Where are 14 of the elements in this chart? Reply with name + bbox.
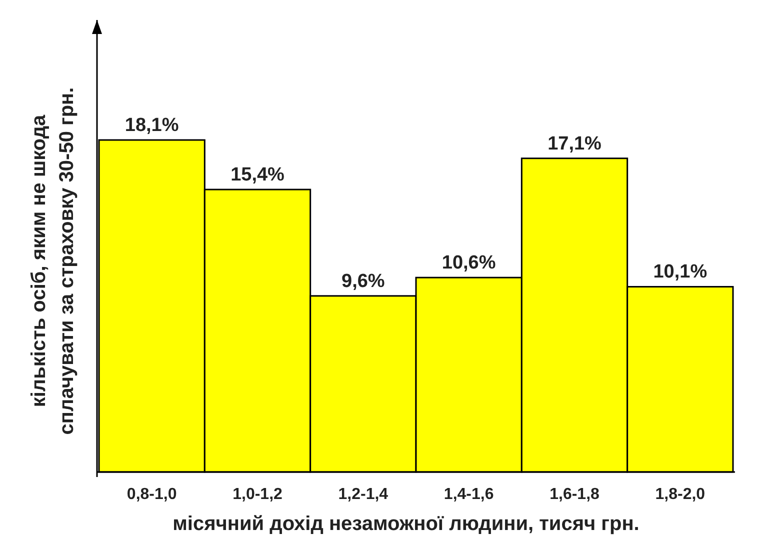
x-axis-title: місячний дохід незаможної людини, тисяч грн. — [172, 513, 640, 535]
y-axis-title: кількість осіб, яким не шкода сплачувати за страховку 30-50 грн. — [28, 87, 78, 435]
x-tick-label: 0,8-1,0 — [126, 486, 177, 503]
x-tick-label: 1,8-2,0 — [655, 486, 706, 503]
data-label: 18,1% — [124, 115, 179, 136]
data-label: 10,6% — [442, 252, 496, 274]
data-label: 17,1% — [548, 133, 602, 154]
x-tick-label: 1,2-1,4 — [338, 486, 388, 503]
data-label: 10,1% — [653, 262, 708, 283]
x-tick-label: 1,6-1,8 — [550, 486, 600, 503]
x-tick-label: 1,4-1,6 — [444, 486, 494, 503]
x-tick-label: 1,0-1,2 — [232, 486, 283, 503]
data-label: 15,4% — [230, 164, 285, 186]
data-label: 9,6% — [342, 270, 385, 292]
